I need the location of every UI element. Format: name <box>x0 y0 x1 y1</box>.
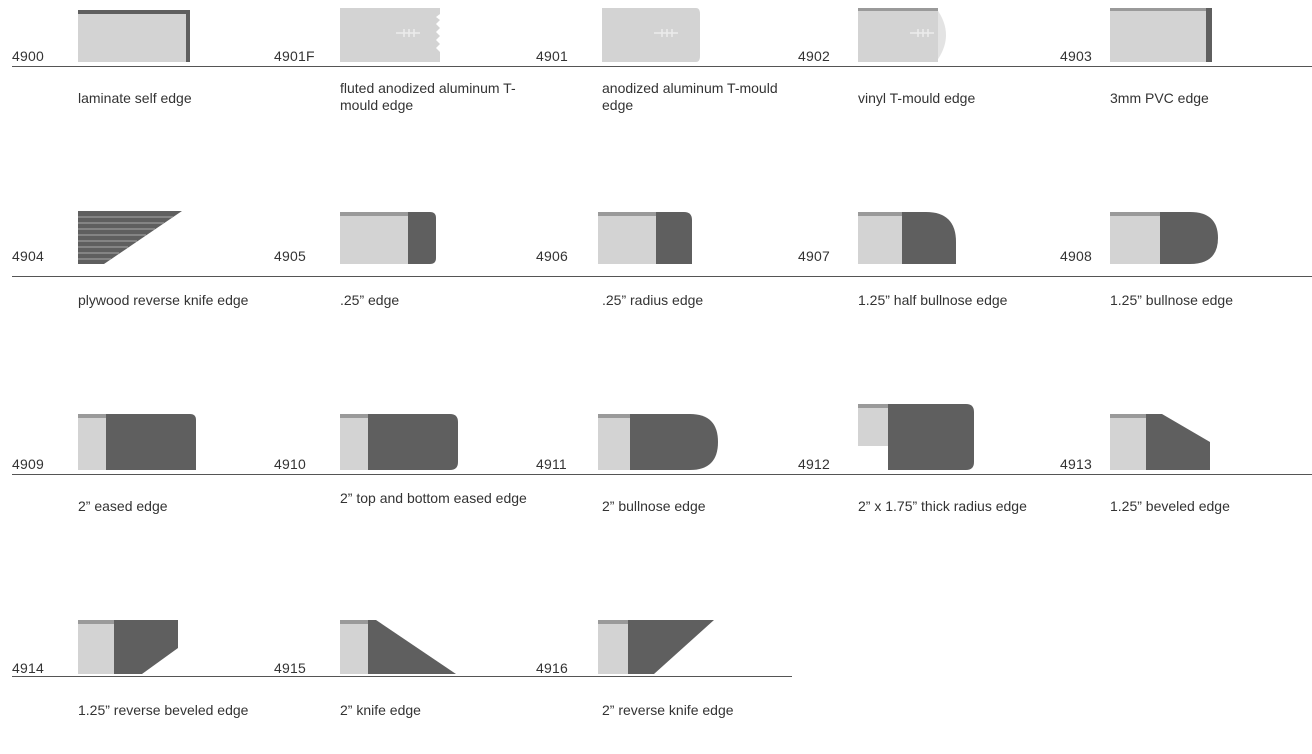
edge-caption: .25” edge <box>340 292 400 308</box>
edge-cell-4902: 4902 vinyl T-mould edge <box>798 0 1060 150</box>
edge-cell-4911: 4911 2” bullnose edge <box>536 400 798 550</box>
quarter-inch-edge-icon <box>340 212 436 264</box>
edge-caption: 2” x 1.75” thick radius edge <box>858 498 1027 514</box>
knife-edge-icon <box>340 620 456 674</box>
edge-caption: 2” reverse knife edge <box>602 702 734 718</box>
product-code: 4904 <box>12 248 44 264</box>
edge-cell-4907: 4907 1.25” half bullnose edge <box>798 200 1060 350</box>
edge-cell-4908: 4908 1.25” bullnose edge <box>1060 200 1312 350</box>
product-code: 4903 <box>1060 48 1092 64</box>
reverse-beveled-icon <box>78 620 178 674</box>
edge-cell-4905: 4905 .25” edge <box>274 200 536 350</box>
edge-caption: fluted anodized aluminum T-mould edge <box>340 80 516 113</box>
half-bullnose-icon <box>858 212 956 264</box>
fluted-aluminum-t-mould-icon <box>340 8 440 62</box>
thick-radius-icon <box>858 404 974 470</box>
plywood-reverse-knife-icon <box>78 211 182 264</box>
row-divider <box>12 676 792 677</box>
edge-cell-4901: 4901 anodized aluminum T-mould edge <box>536 0 798 150</box>
product-code: 4902 <box>798 48 830 64</box>
edge-cell-4912: 4912 2” x 1.75” thick radius edge <box>798 400 1060 550</box>
edge-caption: 1.25” half bullnose edge <box>858 292 1008 308</box>
row-divider <box>12 66 1312 67</box>
edge-caption: plywood reverse knife edge <box>78 292 249 308</box>
laminate-self-edge-icon <box>78 10 190 62</box>
edge-caption: laminate self edge <box>78 90 192 106</box>
edge-cell-4910: 4910 2” top and bottom eased edge <box>274 400 536 550</box>
edge-cell-4900: 4900 laminate self edge <box>12 0 274 150</box>
product-code: 4909 <box>12 456 44 472</box>
reverse-knife-icon <box>598 620 714 674</box>
product-code: 4916 <box>536 660 568 676</box>
beveled-edge-icon <box>1110 414 1210 470</box>
product-code: 4908 <box>1060 248 1092 264</box>
eased-edge-icon <box>78 414 196 470</box>
quarter-inch-radius-icon <box>598 212 692 264</box>
edge-caption: 1.25” reverse beveled edge <box>78 702 249 718</box>
row-divider <box>12 474 1312 475</box>
product-code: 4910 <box>274 456 306 472</box>
product-code: 4912 <box>798 456 830 472</box>
edge-caption: 2” bullnose edge <box>602 498 706 514</box>
top-bottom-eased-icon <box>340 414 458 470</box>
product-code: 4901F <box>274 48 315 64</box>
edge-cell-4916: 4916 2” reverse knife edge <box>536 604 798 754</box>
edge-profile-sheet: 4900 laminate self edge 4901F fluted ano… <box>12 0 1312 718</box>
edge-caption: 2” eased edge <box>78 498 168 514</box>
two-inch-bullnose-icon <box>598 414 718 470</box>
product-code: 4915 <box>274 660 306 676</box>
edge-caption: .25” radius edge <box>602 292 704 308</box>
product-code: 4900 <box>12 48 44 64</box>
edge-caption: vinyl T-mould edge <box>858 90 976 106</box>
edge-cell-4904: 4904 plywood reverse knife edge <box>12 200 274 350</box>
edge-cell-4903: 4903 3mm PVC edge <box>1060 0 1312 150</box>
product-code: 4901 <box>536 48 568 64</box>
edge-caption: 1.25” beveled edge <box>1110 498 1230 514</box>
product-code: 4914 <box>12 660 44 676</box>
edge-cell-4913: 4913 1.25” beveled edge <box>1060 400 1312 550</box>
edge-cell-4901F: 4901F fluted anodized aluminum T-mould e… <box>274 0 536 150</box>
edge-cell-4914: 4914 1.25” reverse beveled edge <box>12 604 274 754</box>
product-code: 4913 <box>1060 456 1092 472</box>
edge-caption: 2” knife edge <box>340 702 421 718</box>
bullnose-icon <box>1110 212 1218 264</box>
product-code: 4911 <box>536 456 567 472</box>
edge-caption: 2” top and bottom eased edge <box>340 490 527 506</box>
edge-caption: 3mm PVC edge <box>1110 90 1209 106</box>
pvc-edge-icon <box>1110 8 1212 62</box>
row-divider <box>12 276 1312 277</box>
vinyl-t-mould-icon <box>858 8 946 62</box>
product-code: 4907 <box>798 248 830 264</box>
edge-caption: anodized aluminum T-mould edge <box>602 80 778 113</box>
product-code: 4905 <box>274 248 306 264</box>
edge-cell-4915: 4915 2” knife edge <box>274 604 536 754</box>
aluminum-t-mould-icon <box>602 8 700 62</box>
edge-cell-4906: 4906 .25” radius edge <box>536 200 798 350</box>
edge-caption: 1.25” bullnose edge <box>1110 292 1233 308</box>
edge-cell-4909: 4909 2” eased edge <box>12 400 274 550</box>
product-code: 4906 <box>536 248 568 264</box>
